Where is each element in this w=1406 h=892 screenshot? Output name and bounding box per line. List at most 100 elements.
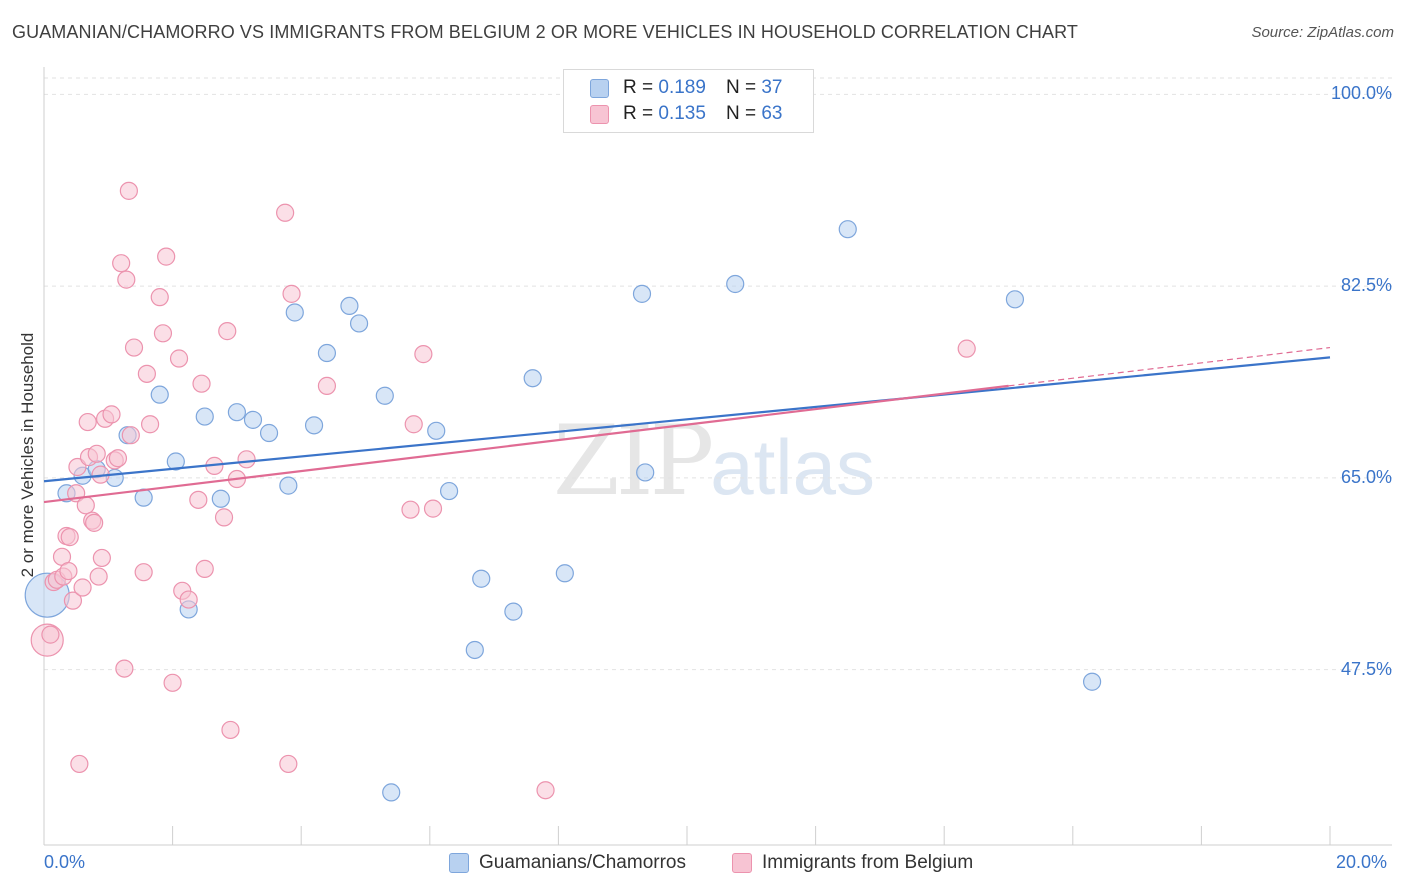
point-belgium (282, 284, 301, 303)
point-belgium (137, 364, 156, 383)
point-belgium (423, 499, 443, 518)
point-belgium (276, 203, 295, 222)
point-belgium (157, 247, 176, 266)
y-axis-label: 2 or more Vehicles in Household (18, 332, 37, 578)
point-belgium (401, 500, 420, 519)
bottom-legend-swatch-blue (449, 853, 469, 873)
legend-r-value: 0.135 (658, 103, 706, 124)
point-belgium (115, 659, 134, 678)
x-tick-label-max: 20.0% (1336, 852, 1388, 872)
point-guamanian (555, 564, 574, 583)
point-belgium (221, 720, 240, 740)
point-belgium (957, 339, 976, 358)
point-guamanian (504, 602, 523, 621)
point-belgium (102, 405, 121, 424)
point-belgium (169, 349, 189, 368)
point-belgium (60, 528, 79, 547)
point-guamanian (259, 423, 279, 443)
point-belgium (189, 490, 208, 509)
point-guamanian (166, 452, 185, 471)
point-guamanian (636, 463, 655, 482)
point-belgium (150, 288, 169, 307)
trend-line-belgium (43, 384, 1009, 504)
point-guamanian (472, 569, 491, 588)
legend-swatch-blue (590, 78, 609, 98)
point-belgium (76, 496, 95, 515)
point-belgium (163, 673, 182, 692)
y-tick-label: 100.0% (1330, 83, 1392, 104)
point-belgium (78, 412, 97, 432)
point-belgium (87, 444, 106, 463)
correlation-legend: R = 0.189 N = 37 R = 0.135 N = 63 (563, 69, 814, 133)
point-guamanian (726, 274, 745, 294)
point-guamanian (227, 403, 246, 422)
bottom-legend-label: Guamanians/Chamorros (479, 852, 686, 873)
point-belgium (179, 590, 198, 609)
bottom-legend-swatch-pink (732, 853, 752, 873)
point-belgium (140, 415, 160, 434)
point-guamanian (150, 385, 169, 404)
y-tick-label: 65.0% (1340, 466, 1392, 487)
legend-swatch-pink (590, 104, 609, 124)
trend-line-guamanian (43, 356, 1331, 483)
point-belgium (121, 426, 140, 445)
point-belgium (414, 345, 433, 364)
legend-n-value: 63 (761, 103, 783, 124)
point-belgium (279, 754, 298, 774)
point-guamanian (427, 421, 446, 440)
point-guamanian (632, 284, 652, 303)
legend-n-value: 37 (761, 77, 783, 98)
trend-line-dashed-belgium (1008, 346, 1331, 387)
point-guamanian (1082, 672, 1102, 691)
watermark-atlas: atlas (710, 423, 875, 511)
point-belgium (73, 578, 92, 597)
point-guamanian (349, 314, 369, 333)
x-tick-label-min: 0.0% (44, 852, 86, 872)
point-belgium (119, 181, 138, 200)
point-belgium (70, 754, 89, 774)
point-belgium (117, 270, 136, 289)
point-guamanian (439, 481, 459, 501)
legend-r-label: R = (623, 77, 654, 98)
bottom-legend-label: Immigrants from Belgium (762, 852, 974, 873)
point-guamanian (195, 407, 214, 426)
point-guamanian (279, 476, 298, 495)
point-belgium (59, 561, 78, 581)
point-guamanian (523, 369, 542, 388)
point-guamanian (317, 343, 337, 363)
point-belgium (63, 591, 83, 610)
point-guamanian (382, 783, 401, 802)
point-belgium (134, 563, 153, 582)
point-belgium (124, 338, 144, 357)
point-guamanian (465, 640, 484, 660)
legend-n-label: N = (725, 103, 757, 124)
point-guamanian (243, 410, 263, 429)
point-belgium (214, 508, 234, 527)
point-guamanian (340, 296, 359, 316)
y-tick-label: 47.5% (1340, 658, 1392, 679)
point-guamanian (211, 489, 230, 508)
point-belgium (218, 322, 237, 341)
point-guamanian (285, 303, 304, 322)
legend-row-belgium: R = 0.135 N = 63 (590, 102, 782, 126)
legend-r-value: 0.189 (658, 77, 706, 98)
point-guamanian (304, 416, 324, 435)
bottom-legend-guamanian: Guamanians/Chamorros (449, 852, 686, 874)
chart-title: GUAMANIAN/CHAMORRO VS IMMIGRANTS FROM BE… (12, 22, 1078, 42)
bottom-legend-belgium: Immigrants from Belgium (732, 852, 973, 874)
point-belgium (85, 513, 104, 532)
point-belgium (317, 376, 337, 395)
point-belgium (92, 548, 111, 568)
point-guamanian (1005, 290, 1025, 309)
point-belgium (153, 324, 173, 343)
point-belgium (41, 625, 60, 644)
legend-r-label: R = (623, 103, 654, 124)
point-belgium (89, 567, 108, 586)
chart-source: Source: ZipAtlas.com (1251, 24, 1394, 41)
point-belgium (237, 450, 256, 469)
point-guamanian (838, 220, 857, 239)
legend-row-guamanian: R = 0.189 N = 37 (590, 76, 782, 100)
point-belgium (536, 781, 555, 800)
point-belgium (68, 457, 87, 477)
